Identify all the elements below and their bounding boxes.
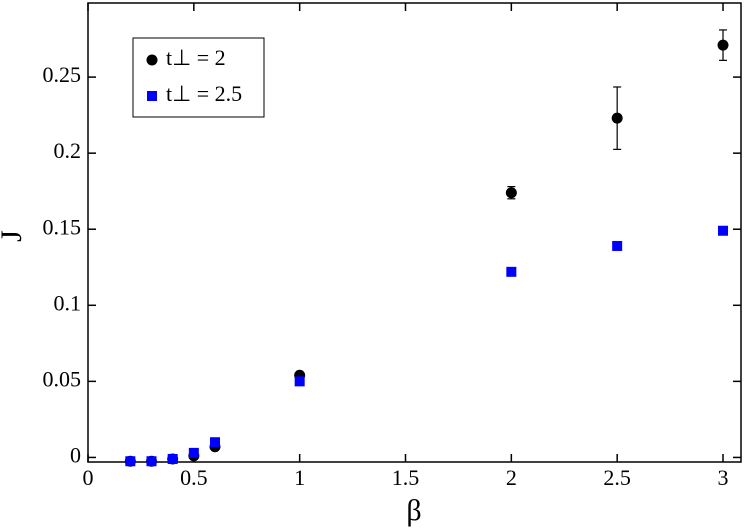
point — [188, 447, 199, 458]
x-tick-label: 0 — [83, 465, 94, 490]
point — [210, 437, 221, 448]
x-tick-label: 2.5 — [603, 465, 631, 490]
plot-frame — [87, 2, 742, 463]
point — [612, 240, 623, 251]
y-tick-label: 0.1 — [54, 290, 82, 315]
y-tick-label: 0 — [70, 442, 81, 467]
legend-marker — [146, 54, 158, 66]
x-tick-label: 0.5 — [180, 465, 208, 490]
legend-box — [132, 37, 265, 118]
y-tick-label: 0.2 — [54, 138, 82, 163]
point — [167, 453, 178, 464]
x-axis-title: β — [406, 494, 421, 527]
y-tick-label: 0.25 — [43, 62, 82, 87]
legend-label: t⊥ = 2 — [166, 45, 226, 70]
legend-marker — [147, 91, 157, 101]
x-tick-label: 1.5 — [392, 465, 420, 490]
point — [717, 39, 729, 51]
point — [611, 112, 623, 124]
x-tick-label: 2 — [506, 465, 517, 490]
x-tick-label: 3 — [718, 465, 729, 490]
y-tick-label: 0.05 — [43, 366, 82, 391]
point — [718, 225, 729, 236]
point — [505, 187, 517, 199]
y-axis-title: J — [0, 230, 28, 242]
y-tick-label: 0.15 — [43, 214, 82, 239]
x-tick-label: 1 — [294, 465, 305, 490]
point — [294, 376, 305, 387]
point — [146, 456, 157, 467]
legend-label: t⊥ = 2.5 — [166, 81, 242, 106]
point — [506, 266, 517, 277]
point — [125, 456, 136, 467]
